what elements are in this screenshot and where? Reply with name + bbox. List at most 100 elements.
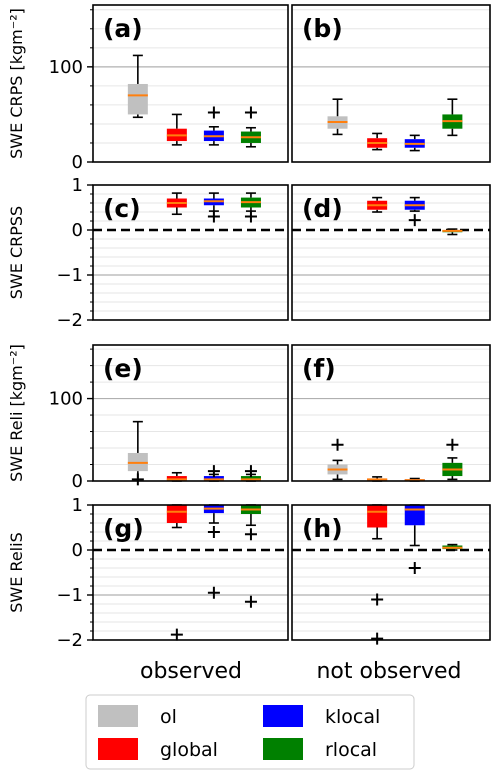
outlier-marker	[331, 438, 344, 451]
box-iqr	[404, 505, 425, 526]
legend: ol global klocal rlocal	[85, 694, 415, 770]
panel-f: (f)	[291, 344, 491, 482]
box-iqr	[166, 476, 187, 481]
box-klocal	[203, 106, 224, 146]
panel-frame	[291, 344, 491, 482]
panel-frame	[92, 344, 289, 482]
panel-label: (b)	[302, 14, 343, 43]
box-iqr	[203, 476, 224, 481]
outlier-marker	[244, 595, 257, 608]
panel-c: (c) −2 −1 0 1	[56, 175, 289, 331]
outlier-marker	[446, 438, 459, 451]
box-iqr	[367, 505, 388, 528]
legend-label-global: global	[160, 739, 218, 761]
box-global	[367, 132, 388, 151]
outlier-marker	[207, 106, 220, 119]
y-axis-label: SWE CRPSS	[7, 206, 26, 299]
box-global	[166, 192, 187, 216]
legend-swatch-global	[98, 738, 138, 760]
panel-label: (c)	[103, 194, 141, 223]
box-iqr	[240, 476, 261, 481]
panel-b: (b)	[291, 4, 491, 163]
panel-g: (g) −2 −1 0 1	[56, 495, 289, 651]
outlier-marker	[207, 465, 220, 478]
panel-d: (d)	[291, 184, 491, 321]
panel-label: (e)	[103, 354, 143, 383]
panel-frame	[291, 184, 491, 321]
outlier-marker	[207, 210, 220, 223]
box-klocal	[203, 192, 224, 223]
box-iqr	[166, 505, 187, 523]
legend-frame	[85, 694, 415, 770]
box-klocal	[404, 196, 425, 227]
panel-label: (d)	[302, 194, 343, 223]
box-global	[166, 471, 187, 482]
box-rlocal	[442, 438, 463, 481]
box-ol	[127, 54, 148, 119]
legend-swatch-ol	[98, 705, 138, 727]
panel-label: (h)	[302, 514, 343, 543]
box-iqr	[127, 83, 148, 115]
panel-e: (e) 0 100	[49, 344, 289, 492]
x-category-not-observed: not observed	[316, 659, 461, 684]
box-klocal	[404, 504, 425, 574]
box-global	[166, 504, 187, 641]
panel-a: (a) 0 100	[49, 4, 289, 173]
panel-label: (g)	[103, 514, 144, 543]
box-klocal	[203, 504, 224, 599]
y-tick-label: 1	[72, 175, 83, 196]
outlier-marker	[207, 586, 220, 599]
panel-frame	[92, 184, 289, 321]
legend-swatch-rlocal	[263, 738, 303, 760]
box-rlocal	[442, 543, 463, 551]
y-tick-label: 100	[49, 389, 83, 410]
y-axis-label: SWE CRPS [kgm⁻²]	[7, 8, 26, 159]
panel-frame	[92, 4, 289, 163]
box-klocal	[203, 465, 224, 482]
y-tick-label: 0	[72, 152, 83, 173]
y-tick-label: 0	[72, 471, 83, 492]
legend-label-ol: ol	[160, 706, 177, 728]
outlier-marker	[408, 214, 421, 227]
y-tick-label: 100	[49, 57, 83, 78]
outlier-marker	[244, 106, 257, 119]
row-2: SWE Reli [kgm⁻²] (e) 0 100 (f)	[7, 344, 491, 492]
box-global	[367, 504, 388, 645]
box-ol	[327, 98, 348, 136]
box-ol	[127, 420, 148, 486]
legend-label-klocal: klocal	[325, 706, 380, 728]
y-tick-label: 1	[72, 495, 83, 516]
outlier-marker	[170, 628, 183, 641]
outlier-marker	[244, 465, 257, 478]
box-rlocal	[442, 98, 463, 137]
row-1: SWE CRPSS (c) −2 −1 0 1 (d)	[7, 175, 491, 331]
y-tick-label: 0	[72, 220, 83, 241]
legend-swatch-klocal	[263, 705, 303, 727]
panel-label: (f)	[302, 354, 336, 383]
x-category-observed: observed	[140, 659, 242, 684]
y-tick-label: 0	[72, 540, 83, 561]
y-tick-label: −1	[56, 265, 83, 286]
box-rlocal	[442, 228, 463, 236]
outlier-marker	[131, 473, 144, 486]
box-rlocal	[240, 192, 261, 223]
y-axis-label: SWE Reli [kgm⁻²]	[7, 344, 26, 482]
box-global	[367, 196, 388, 213]
outlier-marker	[371, 632, 384, 645]
row-0: SWE CRPS [kgm⁻²] (a) 0 100 (b)	[7, 4, 491, 173]
panel-frame	[291, 4, 491, 163]
panel-frame	[291, 504, 491, 641]
legend-label-rlocal: rlocal	[325, 739, 377, 761]
y-tick-label: −2	[56, 630, 83, 651]
y-axis-label: SWE ReliS	[7, 532, 26, 612]
outlier-marker	[207, 526, 220, 538]
row-3: SWE ReliS (g) −2 −1 0 1 (h)	[7, 495, 491, 651]
outlier-marker	[244, 528, 257, 541]
y-tick-label: −1	[56, 585, 83, 606]
box-rlocal	[240, 106, 261, 148]
box-klocal	[404, 134, 425, 152]
panel-frame	[92, 504, 289, 641]
box-rlocal	[240, 504, 261, 608]
